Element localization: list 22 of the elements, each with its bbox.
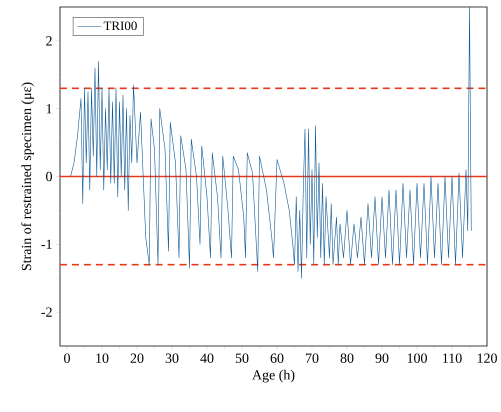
x-tick-label: 90	[375, 354, 388, 363]
x-tick-label: 70	[306, 354, 318, 363]
y-tick-label: -2	[41, 307, 52, 317]
y-tick-label: 1	[46, 104, 52, 114]
x-tick-label: 110	[443, 354, 462, 363]
x-tick-label: 100	[408, 354, 427, 363]
x-tick-label: 0	[64, 354, 70, 363]
legend-label: TRI00	[104, 21, 137, 30]
x-tick-label: 20	[130, 354, 144, 363]
y-tick-label: 2	[46, 36, 52, 46]
x-tick-label: 60	[270, 354, 284, 363]
x-tick-label: 80	[340, 354, 354, 363]
x-tick-label: 10	[96, 354, 108, 363]
y-tick-label: 0	[46, 172, 52, 182]
x-tick-label: 40	[200, 354, 214, 363]
x-tick-label: 120	[478, 354, 497, 363]
y-axis-title: Strain of restrained specimen (με)	[21, 82, 34, 270]
y-tick-label: -1	[41, 240, 52, 249]
x-tick-label: 50	[236, 354, 248, 363]
x-tick-label: 30	[166, 354, 178, 363]
x-axis-title: Age (h)	[252, 370, 294, 382]
line-series	[70, 6, 472, 278]
